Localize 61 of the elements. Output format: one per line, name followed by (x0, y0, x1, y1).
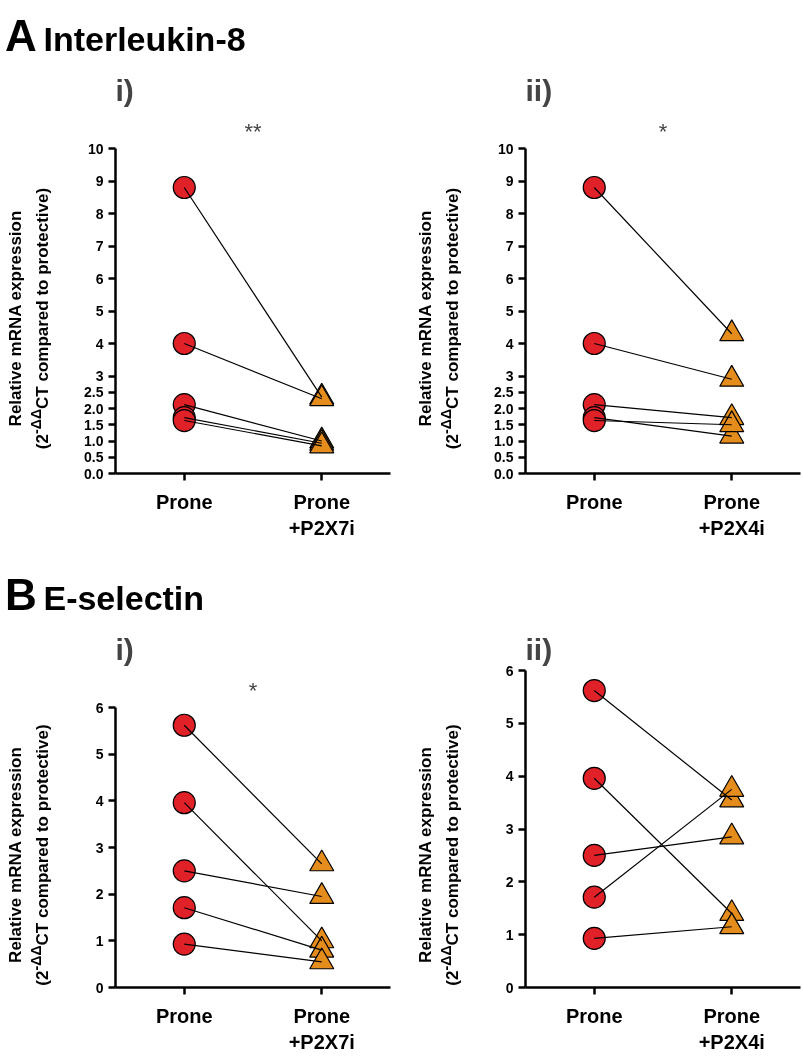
text: ** (244, 118, 262, 144)
y-tick-label: 4 (505, 335, 514, 352)
x-tick-label: Prone +P2X4i (698, 1004, 765, 1053)
x-tick-label: Prone (155, 490, 213, 513)
y-tick-label: 1 (95, 932, 104, 949)
y-tick-label: 1.5 (84, 416, 104, 433)
y-tick-label: 4 (95, 335, 104, 352)
y-tick-label: 2.0 (84, 400, 104, 417)
y-tick-label: 10 (497, 140, 514, 157)
chart-title: i) (115, 632, 134, 666)
text: B (5, 570, 37, 619)
y-tick-label: 8 (95, 205, 104, 222)
text: * (658, 118, 668, 144)
y-tick-label: 9 (95, 173, 104, 189)
y-tick-label: 4 (95, 792, 104, 809)
y-tick-label: 6 (505, 270, 514, 287)
y-tick-label: 9 (505, 173, 514, 189)
y-tick-label: 4 (505, 768, 514, 785)
y-tick-label: 0 (505, 979, 514, 996)
y-tick-label: 6 (95, 270, 104, 287)
y-tick-label: 2 (95, 886, 104, 903)
y-tick-label: 3 (95, 368, 104, 384)
y-tick-label: 6 (505, 662, 514, 679)
y-tick-label: 5 (505, 715, 514, 732)
chart-subtitle: Interleukin-8 (43, 20, 246, 58)
y-tick-label: 8 (505, 205, 514, 222)
text: * (248, 677, 258, 703)
text: A (5, 11, 37, 60)
y-tick-label: 3 (95, 839, 104, 856)
y-tick-label: 0.5 (84, 449, 104, 466)
x-tick-label: Prone (155, 1004, 213, 1027)
y-tick-label: 5 (95, 303, 104, 319)
y-tick-label: 0.0 (84, 465, 104, 482)
y-tick-label: 2.5 (84, 384, 104, 401)
chart-title: ii) (525, 632, 553, 666)
chart-title: ii) (525, 73, 553, 107)
x-tick-label: Prone +P2X4i (698, 490, 765, 539)
y-tick-label: 0.5 (494, 449, 514, 466)
y-tick-label: 7 (505, 238, 514, 254)
y-tick-label: 0 (95, 979, 104, 996)
y-tick-label: 2.0 (494, 400, 514, 417)
x-tick-label: Prone +P2X7i (288, 490, 355, 539)
y-tick-label: 0.0 (494, 465, 514, 482)
y-tick-label: 5 (95, 746, 104, 763)
y-tick-label: 6 (95, 699, 104, 716)
y-tick-label: 1.0 (84, 433, 104, 449)
chart-title: i) (115, 73, 134, 107)
chart-subtitle: E-selectin (43, 579, 205, 617)
y-tick-label: 10 (87, 140, 104, 157)
y-tick-label: 3 (505, 821, 514, 837)
y-tick-label: 3 (505, 368, 514, 384)
x-tick-label: Prone (565, 490, 623, 513)
y-tick-label: 1.0 (494, 433, 514, 449)
x-tick-label: Prone +P2X7i (288, 1004, 355, 1053)
y-tick-label: 2.5 (494, 384, 514, 401)
y-tick-label: 1.5 (494, 416, 514, 433)
x-tick-label: Prone (565, 1004, 623, 1027)
y-tick-label: 1 (505, 926, 514, 943)
y-tick-label: 7 (95, 238, 104, 254)
y-tick-label: 5 (505, 303, 514, 319)
y-tick-label: 2 (505, 873, 514, 890)
